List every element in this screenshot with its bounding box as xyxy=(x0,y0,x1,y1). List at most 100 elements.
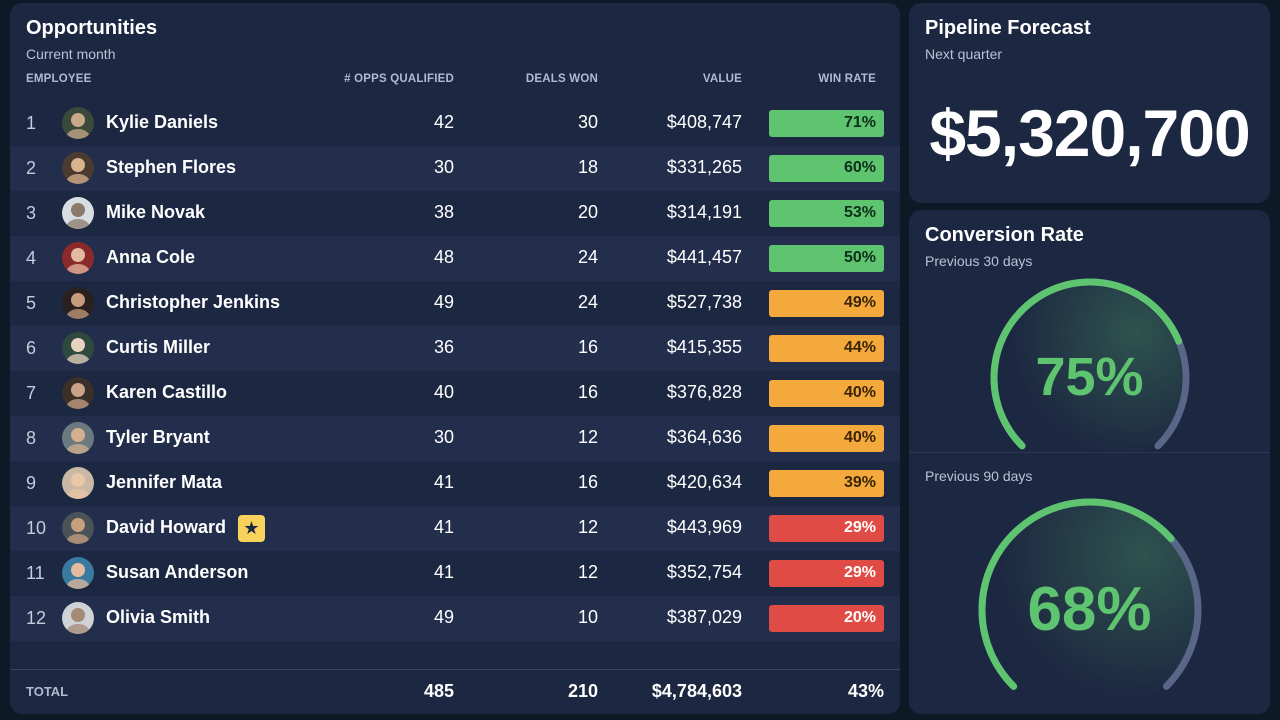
employee-name[interactable]: Tyler Bryant xyxy=(106,427,210,447)
employee-name[interactable]: Curtis Miller xyxy=(106,337,211,357)
gauge-30-value: 75% xyxy=(1035,347,1144,407)
win-rate-value: 44% xyxy=(843,339,876,356)
value-cell: $527,738 xyxy=(666,292,742,312)
column-header-win-rate[interactable]: WIN RATE xyxy=(818,73,876,85)
win-rate-value: 29% xyxy=(843,519,876,536)
opps-qualified-cell: 41 xyxy=(433,517,454,537)
win-rate-value: 50% xyxy=(843,249,876,266)
table-row[interactable]: 2 Stephen Flores 30 18 $331,265 60% xyxy=(10,146,900,191)
deals-won-cell: 12 xyxy=(577,517,598,537)
win-rate-badge: 39% xyxy=(769,470,884,497)
win-rate-badge: 40% xyxy=(769,380,884,407)
opportunities-subtitle: Current month xyxy=(26,46,116,62)
opps-qualified-cell: 42 xyxy=(433,112,454,132)
employee-name[interactable]: Olivia Smith xyxy=(106,607,211,627)
win-rate-value: 60% xyxy=(843,159,876,176)
column-header-opps-qualified[interactable]: # OPPS QUALIFIED xyxy=(344,73,454,85)
avatar-person-icon xyxy=(66,383,90,409)
win-rate-value: 29% xyxy=(843,564,876,581)
forecast-subtitle: Next quarter xyxy=(925,46,1003,62)
table-row[interactable]: 8 Tyler Bryant 30 12 $364,636 40% xyxy=(10,416,900,461)
row-rank: 10 xyxy=(26,518,47,538)
row-rank: 4 xyxy=(26,248,37,268)
table-row[interactable]: 10 David Howard ★ 41 12 $443,969 29% xyxy=(10,506,900,551)
employee-avatar xyxy=(62,377,94,409)
conversion-title: Conversion Rate xyxy=(925,224,1084,246)
row-rank: 7 xyxy=(26,383,37,403)
employee-avatar xyxy=(62,602,94,634)
gauge-90-value: 68% xyxy=(1027,575,1152,644)
win-rate-value: 40% xyxy=(843,429,876,446)
avatar-person-icon xyxy=(66,293,90,319)
gauge-30-glow xyxy=(998,286,1182,470)
employee-name[interactable]: Anna Cole xyxy=(106,247,196,267)
employee-avatar xyxy=(62,242,94,274)
employee-avatar xyxy=(62,332,94,364)
table-row[interactable]: 11 Susan Anderson 41 12 $352,754 29% xyxy=(10,551,900,596)
table-row[interactable]: 7 Karen Castillo 40 16 $376,828 40% xyxy=(10,371,900,416)
win-rate-badge: 71% xyxy=(769,110,884,137)
table-row[interactable]: 4 Anna Cole 48 24 $441,457 50% xyxy=(10,236,900,281)
employee-avatar xyxy=(62,152,94,184)
total-deals-won: 210 xyxy=(567,681,598,701)
table-row[interactable]: 6 Curtis Miller 36 16 $415,355 44% xyxy=(10,326,900,371)
gauge-90-label: Previous 90 days xyxy=(925,468,1033,484)
employee-name[interactable]: Karen Castillo xyxy=(106,382,228,402)
row-rank: 11 xyxy=(26,563,45,583)
total-value: $4,784,603 xyxy=(651,681,742,701)
employee-avatar xyxy=(62,512,94,544)
opps-qualified-cell: 48 xyxy=(433,247,454,267)
employee-avatar xyxy=(62,467,94,499)
win-rate-badge: 20% xyxy=(769,605,884,632)
employee-name[interactable]: Mike Novak xyxy=(106,202,206,222)
value-cell: $376,828 xyxy=(666,382,742,402)
employee-name[interactable]: Jennifer Mata xyxy=(106,472,223,492)
row-rank: 8 xyxy=(26,428,37,448)
win-rate-value: 20% xyxy=(843,609,876,626)
opps-qualified-cell: 36 xyxy=(433,337,454,357)
total-opps-qualified: 485 xyxy=(423,681,454,701)
table-row[interactable]: 1 Kylie Daniels 42 30 $408,747 71% xyxy=(10,101,900,146)
table-row[interactable]: 12 Olivia Smith 49 10 $387,029 20% xyxy=(10,596,900,641)
win-rate-badge: 50% xyxy=(769,245,884,272)
table-row[interactable]: 9 Jennifer Mata 41 16 $420,634 39% xyxy=(10,461,900,506)
avatar-person-icon xyxy=(66,248,90,274)
employee-avatar xyxy=(62,197,94,229)
row-rank: 2 xyxy=(26,158,37,178)
deals-won-cell: 16 xyxy=(577,472,598,492)
row-rank: 1 xyxy=(26,113,37,133)
total-label: TOTAL xyxy=(26,684,69,699)
employee-name[interactable]: David Howard xyxy=(106,517,227,537)
column-header-value[interactable]: VALUE xyxy=(702,73,742,85)
opps-qualified-cell: 38 xyxy=(433,202,454,222)
value-cell: $443,969 xyxy=(666,517,742,537)
win-rate-value: 49% xyxy=(843,294,876,311)
opps-qualified-cell: 40 xyxy=(433,382,454,402)
opps-qualified-cell: 30 xyxy=(433,157,454,177)
employee-name[interactable]: Stephen Flores xyxy=(106,157,237,177)
deals-won-cell: 24 xyxy=(577,247,598,267)
column-header-deals-won[interactable]: DEALS WON xyxy=(525,73,598,85)
table-row[interactable]: 5 Christopher Jenkins 49 24 $527,738 49% xyxy=(10,281,900,326)
win-rate-badge: 29% xyxy=(769,560,884,587)
opps-qualified-cell: 49 xyxy=(433,292,454,312)
deals-won-cell: 12 xyxy=(577,562,598,582)
table-row[interactable]: 3 Mike Novak 38 20 $314,191 53% xyxy=(10,191,900,236)
deals-won-cell: 20 xyxy=(577,202,598,222)
opportunities-title: Opportunities xyxy=(26,17,158,39)
deals-won-cell: 18 xyxy=(577,157,598,177)
avatar-person-icon xyxy=(66,608,90,634)
value-cell: $408,747 xyxy=(666,112,742,132)
value-cell: $331,265 xyxy=(666,157,742,177)
deals-won-cell: 16 xyxy=(577,382,598,402)
deals-won-cell: 24 xyxy=(577,292,598,312)
win-rate-badge: 49% xyxy=(769,290,884,317)
employee-name[interactable]: Susan Anderson xyxy=(106,562,249,582)
employee-name[interactable]: Christopher Jenkins xyxy=(106,292,281,312)
column-header-employee[interactable]: EMPLOYEE xyxy=(26,73,92,85)
employee-name[interactable]: Kylie Daniels xyxy=(106,112,219,132)
row-rank: 12 xyxy=(26,608,47,628)
avatar-person-icon xyxy=(66,563,90,589)
win-rate-badge: 44% xyxy=(769,335,884,362)
avatar-person-icon xyxy=(66,518,90,544)
